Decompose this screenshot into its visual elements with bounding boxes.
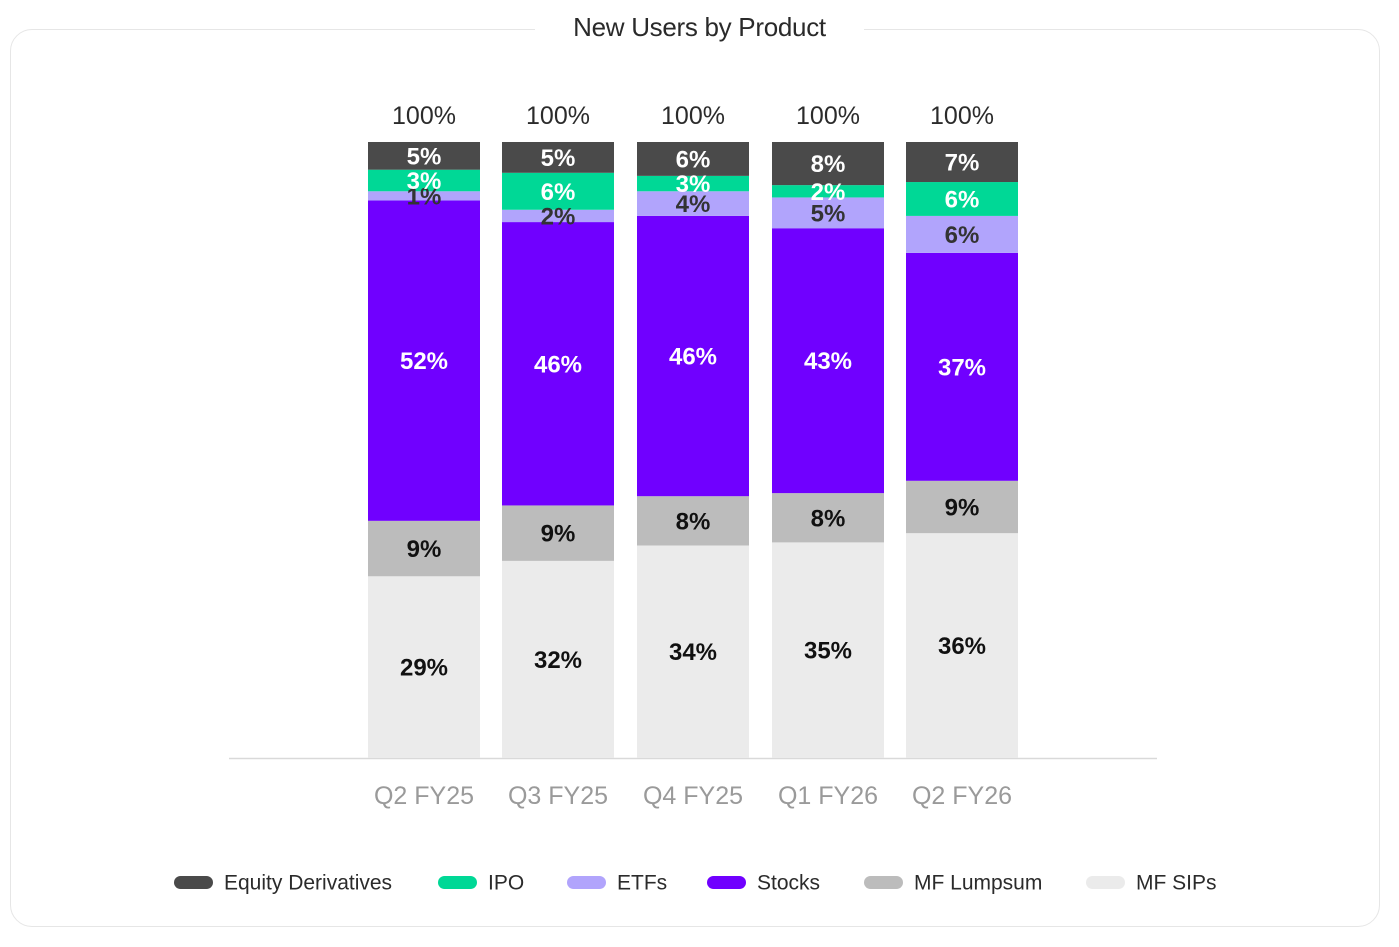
legend-swatch-stocks: [707, 876, 746, 889]
bar-mf-sips-2: [502, 560, 614, 758]
bar-equity-derivatives-3: [637, 142, 749, 176]
bar-stocks-2: [502, 222, 614, 506]
bar-stocks-1: [368, 200, 480, 521]
bar-mf-lumpsum-3: [637, 496, 749, 546]
bar-etfs-3: [637, 191, 749, 216]
x-tick-label-2: Q3 FY25: [508, 782, 608, 810]
bar-etfs-5: [906, 215, 1018, 253]
data-label-mf-lumpsum-5: 9%: [945, 494, 980, 521]
data-label-ipo-3: 3%: [676, 171, 711, 198]
bar-mf-sips-1: [368, 576, 480, 758]
bar-mf-sips-4: [772, 542, 884, 758]
total-label-1: 100%: [392, 102, 456, 130]
x-tick-label-5: Q2 FY26: [912, 782, 1012, 810]
bar-equity-derivatives-1: [368, 142, 480, 170]
data-label-mf-sips-5: 36%: [938, 633, 986, 660]
bar-equity-derivatives-5: [906, 142, 1018, 183]
x-tick-label-4: Q1 FY26: [778, 782, 878, 810]
bar-stocks-5: [906, 252, 1018, 481]
data-label-etfs-1: 1%: [407, 183, 442, 210]
chart-title: New Users by Product: [535, 12, 864, 43]
data-label-ipo-5: 6%: [945, 186, 980, 213]
bar-etfs-1: [368, 191, 480, 201]
legend-swatch-mf-lumpsum: [864, 876, 903, 889]
data-label-equity-derivatives-2: 5%: [541, 145, 576, 172]
data-label-mf-sips-4: 35%: [804, 638, 852, 665]
legend-label-equity-derivatives: Equity Derivatives: [224, 872, 392, 895]
data-label-mf-lumpsum-4: 8%: [811, 505, 846, 532]
data-label-stocks-3: 46%: [669, 344, 717, 371]
data-label-mf-sips-3: 34%: [669, 639, 717, 666]
bar-ipo-5: [906, 182, 1018, 216]
legend-swatch-mf-sips: [1086, 876, 1125, 889]
data-label-mf-lumpsum-3: 8%: [676, 508, 711, 535]
data-label-etfs-2: 2%: [541, 203, 576, 230]
data-label-ipo-1: 3%: [407, 168, 442, 195]
data-label-equity-derivatives-3: 6%: [676, 146, 711, 173]
total-label-3: 100%: [661, 102, 725, 130]
bar-equity-derivatives-2: [502, 142, 614, 173]
data-label-etfs-4: 5%: [811, 200, 846, 227]
data-label-equity-derivatives-1: 5%: [407, 143, 442, 170]
legend-swatch-equity-derivatives: [174, 876, 213, 889]
bar-mf-sips-5: [906, 533, 1018, 758]
bar-mf-lumpsum-5: [906, 480, 1018, 534]
data-label-equity-derivatives-4: 8%: [811, 151, 846, 178]
bar-stocks-3: [637, 215, 749, 497]
bar-mf-sips-3: [637, 545, 749, 758]
data-label-stocks-1: 52%: [400, 348, 448, 375]
data-label-mf-lumpsum-2: 9%: [541, 521, 576, 548]
total-label-5: 100%: [930, 102, 994, 130]
legend-label-etfs: ETFs: [617, 872, 667, 895]
legend-label-stocks: Stocks: [757, 872, 820, 895]
data-label-equity-derivatives-5: 7%: [945, 150, 980, 177]
bar-etfs-4: [772, 197, 884, 229]
bar-stocks-4: [772, 228, 884, 494]
data-label-etfs-3: 4%: [676, 191, 711, 218]
legend-swatch-ipo: [438, 876, 477, 889]
bar-ipo-4: [772, 185, 884, 198]
data-label-mf-lumpsum-1: 9%: [407, 536, 442, 563]
bar-ipo-2: [502, 172, 614, 210]
bar-equity-derivatives-4: [772, 142, 884, 186]
data-label-mf-sips-2: 32%: [534, 647, 582, 674]
bar-ipo-3: [637, 175, 749, 192]
chart-title-wrap: New Users by Product: [0, 12, 1399, 43]
data-label-etfs-5: 6%: [945, 222, 980, 249]
data-label-stocks-2: 46%: [534, 351, 582, 378]
bar-etfs-2: [502, 209, 614, 223]
data-label-mf-sips-1: 29%: [400, 655, 448, 682]
legend-label-ipo: IPO: [488, 872, 524, 895]
legend-swatch-etfs: [567, 876, 606, 889]
bar-ipo-1: [368, 169, 480, 192]
data-label-ipo-4: 2%: [811, 179, 846, 206]
bar-mf-lumpsum-1: [368, 520, 480, 577]
x-tick-label-1: Q2 FY25: [374, 782, 474, 810]
x-tick-label-3: Q4 FY25: [643, 782, 743, 810]
total-label-4: 100%: [796, 102, 860, 130]
legend-label-mf-sips: MF SIPs: [1136, 872, 1217, 895]
data-label-stocks-5: 37%: [938, 354, 986, 381]
data-label-stocks-4: 43%: [804, 348, 852, 375]
bar-mf-lumpsum-4: [772, 493, 884, 543]
total-label-2: 100%: [526, 102, 590, 130]
legend-label-mf-lumpsum: MF Lumpsum: [914, 872, 1042, 895]
data-label-ipo-2: 6%: [541, 179, 576, 206]
bar-mf-lumpsum-2: [502, 505, 614, 561]
